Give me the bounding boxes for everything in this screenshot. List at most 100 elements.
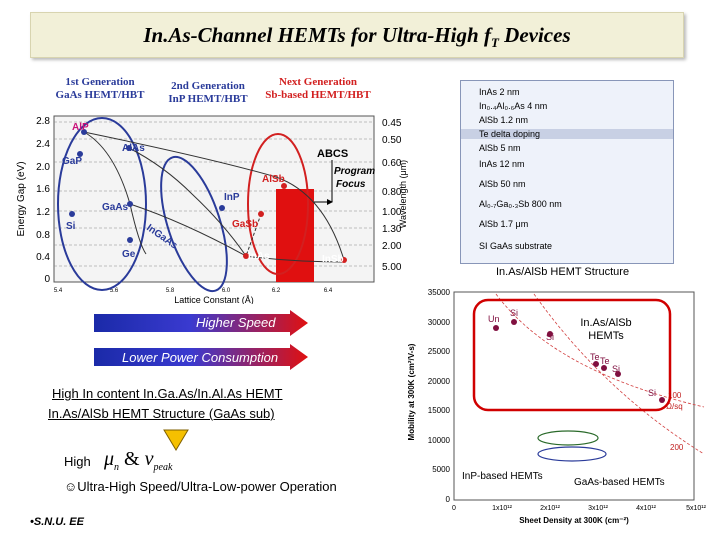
bandgap-ylabel: Energy Gap (eV) [16,161,27,236]
ytick: 30000 [428,318,451,327]
layer: AlSb 1.7 μm [479,219,529,229]
first-generation-label: 1st Generation GaAs HEMT/HBT [55,76,145,101]
point-label: Un [488,314,500,324]
ytick: 1.6 [36,184,50,195]
group-label: In.As/AlSb [580,317,631,329]
note-line-2: In.As/AlSb HEMT Structure (GaAs sub) [48,406,275,421]
down-arrow-icon [163,429,189,451]
ytick: 10000 [428,436,451,445]
layer: InAs 12 nm [479,159,525,169]
bandgap-plot-area [53,115,375,283]
ultra-high-speed-text: ☺Ultra-High Speed/Ultra-Low-power Operat… [64,479,337,494]
y2tick: 5.00 [382,262,402,273]
layer: AlSb 5 nm [479,143,521,153]
page-title: In.As-Channel HEMTs for Ultra-High fT De… [143,23,571,51]
ytick: 25000 [428,347,451,356]
material-label: AlAs [122,143,145,154]
bandgap-xlabel: Lattice Constant (Å) [174,295,254,304]
layer: Te delta doping [461,129,673,139]
xtick: 4x10¹² [636,505,657,512]
second-generation-label: 2nd Generation InP HEMT/HBT [168,80,248,105]
mobility-chart: Mobility at 300K (cm²/V-s) 35000 30000 2… [407,288,707,525]
footer-affiliation: •S.N.U. EE [30,516,84,528]
ytick: 0.8 [36,230,50,241]
ytick: 0 [446,495,451,504]
xtick: 6.2 [272,288,281,294]
structure-caption: In.As/AlSb HEMT Structure [496,266,630,278]
ytick: 2.0 [36,162,50,173]
ytick: 20000 [428,377,451,386]
ytick: 15000 [428,406,451,415]
layer: SI GaAs substrate [479,241,553,251]
material-label: AlSb [262,174,285,185]
material-label: InP [224,192,240,203]
lower-power-label: Lower Power Consumption [122,350,279,365]
xtick: 2x10¹² [540,505,561,512]
curve-label: 200 [670,443,684,452]
ytick: 2.4 [36,139,50,150]
bandgap-y2label: Wavelength (μm) [398,160,408,228]
ytick: 5000 [432,465,450,474]
xtick: 3x10¹² [588,505,609,512]
inas-alsb-hemts-region [472,298,672,412]
y2tick: 1.00 [382,207,402,218]
material-label: GaSb [232,219,258,230]
inp-hemts-ellipse [537,430,599,446]
xtick: 5.4 [54,288,63,294]
formula: μn & vpeak [104,448,173,473]
gaas-hemts-label: GaAs-based HEMTs [574,477,665,488]
material-label: GaAs [102,202,129,213]
point-label: Si [612,364,620,374]
material-label: Si [66,221,76,232]
layer: Al₀.₇Ga₀.₃Sb 800 nm [479,199,562,209]
lower-power-arrow [94,344,308,370]
point-label: Si [510,308,518,318]
higher-speed-arrow [94,310,308,336]
layer: In₀.₄Al₀.₆As 4 nm [479,101,548,111]
mobility-ylabel: Mobility at 300K (cm²/V-s) [407,343,416,440]
y2tick: 0.45 [382,118,402,129]
smiley-icon: ☺ [64,479,78,494]
material-label: InAs [248,251,270,262]
xtick: 1x10¹² [492,505,513,512]
first-generation-ellipse [57,117,147,291]
ytick: 0.4 [36,252,50,263]
material-label: Ge [122,249,136,260]
ytick: 0 [44,274,50,285]
group-label: HEMTs [588,330,624,342]
xtick: 6.0 [222,288,231,294]
title-bar: In.As-Channel HEMTs for Ultra-High fT De… [30,12,684,58]
point-label: Si [648,388,656,398]
curve-label: 100 [668,391,682,400]
point-label: Si [546,332,554,342]
y2tick: 2.00 [382,241,402,252]
bandgap-chart: Energy Gap (eV) 2.8 2.4 2.0 1.6 1.2 0.8 … [16,115,408,304]
layer: InAs 2 nm [479,87,520,97]
ytick: 35000 [428,288,451,297]
material-label: InSb [322,254,344,265]
point-label: Te [590,352,600,362]
second-generation-ellipse [160,155,228,293]
y2tick: 0.50 [382,135,402,146]
xtick: 5x10¹² [686,505,707,512]
layer: AlSb 50 nm [479,179,526,189]
xtick: 0 [452,505,456,512]
next-generation-label: Next Generation Sb-based HEMT/HBT [265,76,371,101]
y2tick: 0.60 [382,158,402,169]
ytick: 2.8 [36,116,50,127]
inp-hemts-label: InP-based HEMTs [462,471,543,482]
curve-label: Ω/sq [666,402,683,411]
higher-speed-label: Higher Speed [196,315,276,330]
program-focus-label: Focus [336,179,366,190]
y2tick: 1.30 [382,224,402,235]
y2tick: 0.80 [382,187,402,198]
xtick: 5.8 [166,288,175,294]
next-generation-ellipse [247,133,309,275]
ytick: 1.2 [36,207,50,218]
program-focus-label: Program [334,166,375,177]
high-label: High [64,454,91,469]
mobility-xlabel: Sheet Density at 300K (cm⁻²) [519,516,629,525]
layer: AlSb 1.2 nm [479,115,529,125]
material-label: GaP [62,156,82,167]
gaas-hemts-ellipse [537,446,607,462]
